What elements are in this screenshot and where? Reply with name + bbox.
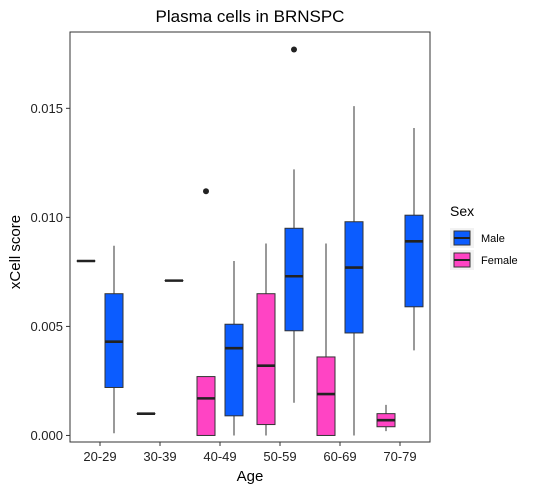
y-tick-label: 0.015 [30,101,63,116]
x-tick-label: 70-79 [383,449,416,464]
x-tick-label: 40-49 [203,449,236,464]
box-female-70-79 [376,404,396,432]
box-female-40-49 [196,188,216,436]
box-body [404,214,424,308]
legend-title: Sex [450,203,474,219]
chart-title: Plasma cells in BRNSPC [156,7,345,26]
x-tick-label: 30-39 [143,449,176,464]
box-male-50-59 [284,46,304,403]
x-axis-title: Age [237,468,264,485]
plot-panel [69,31,431,443]
box-female-50-59 [256,243,276,436]
box-body [256,293,276,426]
y-axis: 0.000 0.005 0.010 0.015 [30,101,70,443]
legend-items: Male Female [450,228,518,270]
y-tick-label: 0.000 [30,428,63,443]
x-tick-label: 60-69 [323,449,356,464]
box-male-60-69 [344,106,364,436]
legend: Sex Male Female [450,203,518,270]
y-tick-label: 0.005 [30,319,63,334]
x-tick-label: 50-59 [263,449,296,464]
box-body [196,376,216,436]
outlier-point [203,188,209,195]
outlier-point [291,46,297,53]
box-male-20-29 [104,245,124,434]
box-male-70-79 [404,127,424,351]
plot-layer [76,46,424,436]
legend-label-female: Female [481,255,518,267]
legend-label-male: Male [481,233,505,245]
box-male-40-49 [224,260,244,436]
box-body [316,356,336,436]
box-body [344,221,364,334]
y-axis-title: xCell score [7,215,24,289]
x-axis: 20-29 30-39 40-49 50-59 60-69 70-79 [83,442,417,464]
box-body [284,227,304,332]
y-tick-label: 0.010 [30,210,63,225]
box-body [224,323,244,417]
x-tick-label: 20-29 [83,449,116,464]
box-female-60-69 [316,243,336,436]
